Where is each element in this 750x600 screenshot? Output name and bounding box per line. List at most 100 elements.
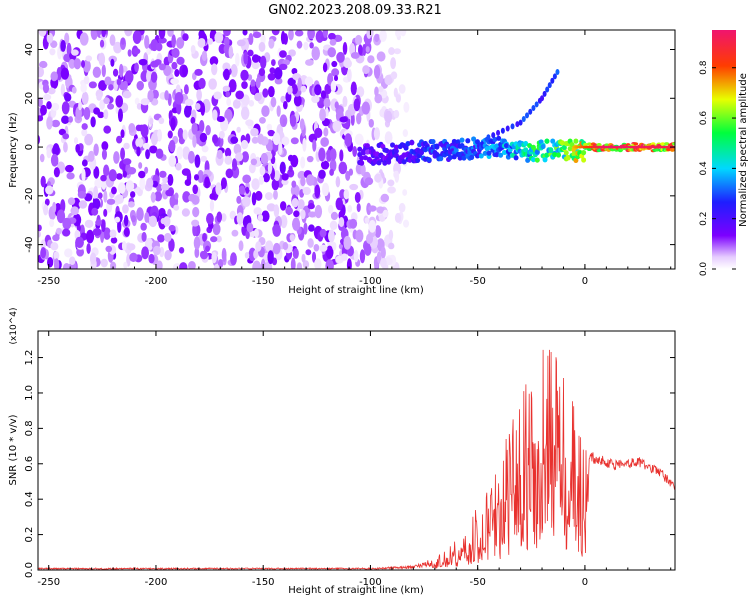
heatmap-cell: [191, 219, 200, 227]
colorbar-tick-label: 0.0: [699, 262, 709, 277]
heatmap-cell: [98, 80, 107, 92]
heatmap-cell: [53, 258, 60, 269]
heatmap-cell: [160, 183, 170, 191]
heatmap-cell: [365, 233, 374, 245]
heatmap-cell: [216, 235, 222, 243]
heatmap-cell: [293, 94, 302, 107]
heatmap-cell: [115, 194, 124, 205]
heatmap-cell: [184, 179, 192, 186]
heatmap-cell: [202, 232, 207, 242]
heatmap-cell: [93, 166, 100, 179]
heatmap-cell: [44, 198, 50, 206]
heatmap-cell: [291, 83, 298, 95]
heatmap-cell: [320, 137, 329, 147]
heatmap-cell: [325, 259, 334, 269]
heatmap-cell: [93, 143, 99, 156]
heatmap-cell: [361, 101, 371, 115]
heatmap-cell: [64, 32, 70, 45]
heatmap-cell: [223, 68, 230, 81]
heatmap-cell: [253, 207, 262, 215]
heatmap-cell: [339, 116, 348, 123]
heatmap-cell: [231, 158, 238, 171]
heatmap-cell: [671, 142, 675, 146]
heatmap-cell: [213, 91, 222, 100]
heatmap-cell: [544, 138, 550, 144]
heatmap-cell: [291, 217, 301, 231]
heatmap-cell: [242, 30, 248, 36]
heatmap-cell: [171, 47, 180, 59]
heatmap-cell: [534, 149, 540, 155]
heatmap-cell: [238, 240, 244, 252]
heatmap-cell: [552, 151, 558, 158]
heatmap-cell: [272, 132, 281, 146]
heatmap-cell: [393, 144, 399, 150]
heatmap-cell: [365, 46, 370, 53]
heatmap-cell: [226, 97, 232, 107]
heatmap-cell: [306, 174, 315, 186]
heatmap-cell: [46, 101, 52, 110]
heatmap-cell: [438, 156, 444, 162]
heatmap-cell: [307, 203, 315, 210]
heatmap-cell: [122, 80, 128, 90]
spectrogram-cells: [38, 30, 675, 269]
heatmap-cell: [158, 30, 166, 40]
heatmap-cell: [157, 234, 165, 243]
heatmap-cell: [97, 192, 103, 199]
heatmap-cell: [158, 117, 165, 125]
heatmap-cell: [274, 170, 281, 182]
heatmap-cell: [496, 135, 502, 141]
heatmap-cell: [555, 68, 560, 75]
heatmap-cell: [55, 227, 62, 235]
heatmap-cell: [116, 173, 123, 180]
heatmap-cell: [268, 38, 275, 49]
heatmap-cell: [328, 32, 336, 40]
spectrogram-frame: [37, 29, 676, 270]
heatmap-cell: [150, 60, 159, 68]
heatmap-cell: [402, 129, 408, 138]
heatmap-cell: [56, 209, 66, 224]
heatmap-cell: [171, 61, 178, 70]
heatmap-cell: [265, 240, 274, 253]
heatmap-cell: [219, 130, 225, 139]
heatmap-cell: [49, 48, 56, 56]
heatmap-cell: [192, 206, 200, 218]
heatmap-cell: [224, 155, 233, 165]
heatmap-cell: [319, 228, 327, 238]
heatmap-cell: [209, 193, 216, 200]
spectrogram-x-tick-label: -50: [470, 276, 486, 287]
heatmap-cell: [515, 121, 520, 128]
heatmap-cell: [348, 168, 354, 176]
heatmap-cell: [78, 200, 88, 209]
heatmap-cell: [373, 64, 381, 79]
heatmap-cell: [388, 229, 394, 241]
heatmap-cell: [314, 84, 322, 96]
heatmap-cell: [393, 109, 400, 119]
heatmap-cell: [491, 132, 496, 139]
heatmap-cell: [92, 228, 102, 236]
heatmap-cell: [330, 80, 337, 93]
heatmap-cell: [92, 198, 101, 210]
heatmap-cell: [85, 55, 92, 62]
heatmap-cell: [301, 253, 306, 263]
heatmap-cell: [335, 197, 344, 211]
heatmap-cell: [167, 130, 173, 139]
heatmap-cell: [141, 231, 147, 242]
heatmap-cell: [64, 93, 72, 102]
heatmap-cell: [101, 141, 109, 151]
heatmap-cell: [267, 86, 275, 98]
heatmap-cell: [379, 108, 385, 118]
heatmap-cell: [223, 36, 230, 47]
heatmap-cell: [312, 139, 317, 152]
heatmap-cell: [349, 218, 358, 229]
heatmap-cell: [376, 206, 385, 214]
heatmap-cell: [390, 142, 396, 148]
heatmap-cell: [80, 83, 87, 93]
heatmap-cell: [308, 211, 317, 218]
heatmap-cell: [105, 245, 113, 253]
heatmap-cell: [209, 56, 219, 66]
heatmap-cell: [81, 60, 86, 68]
heatmap-cell: [110, 237, 118, 244]
heatmap-cell: [103, 190, 108, 203]
heatmap-cell: [108, 84, 114, 91]
heatmap-cell: [344, 133, 352, 147]
